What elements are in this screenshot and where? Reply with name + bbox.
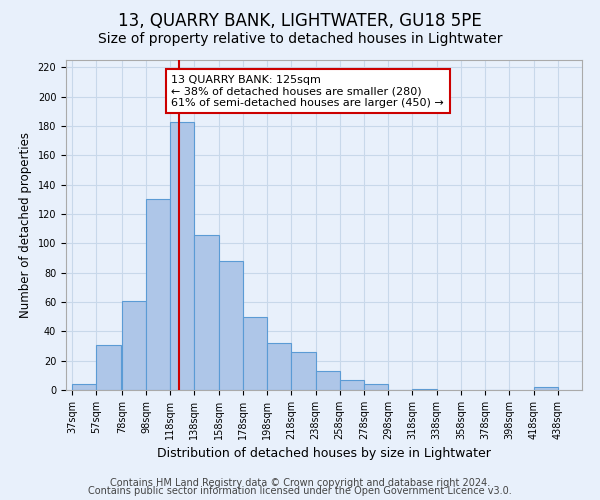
Bar: [412, 388, 437, 390]
Bar: [340, 380, 364, 390]
Bar: [291, 352, 316, 390]
Text: Size of property relative to detached houses in Lightwater: Size of property relative to detached ho…: [98, 32, 502, 46]
Text: Contains HM Land Registry data © Crown copyright and database right 2024.: Contains HM Land Registry data © Crown c…: [110, 478, 490, 488]
Bar: [218, 261, 243, 390]
Text: 13 QUARRY BANK: 125sqm
← 38% of detached houses are smaller (280)
61% of semi-de: 13 QUARRY BANK: 125sqm ← 38% of detached…: [172, 74, 444, 108]
Bar: [146, 200, 170, 390]
Bar: [533, 387, 558, 390]
Bar: [170, 122, 194, 390]
Y-axis label: Number of detached properties: Number of detached properties: [19, 132, 32, 318]
Bar: [364, 384, 388, 390]
X-axis label: Distribution of detached houses by size in Lightwater: Distribution of detached houses by size …: [157, 448, 491, 460]
Bar: [72, 384, 96, 390]
Bar: [122, 300, 146, 390]
Text: 13, QUARRY BANK, LIGHTWATER, GU18 5PE: 13, QUARRY BANK, LIGHTWATER, GU18 5PE: [118, 12, 482, 30]
Bar: [194, 234, 218, 390]
Bar: [316, 371, 340, 390]
Bar: [96, 344, 121, 390]
Bar: [243, 316, 267, 390]
Text: Contains public sector information licensed under the Open Government Licence v3: Contains public sector information licen…: [88, 486, 512, 496]
Bar: [267, 343, 291, 390]
